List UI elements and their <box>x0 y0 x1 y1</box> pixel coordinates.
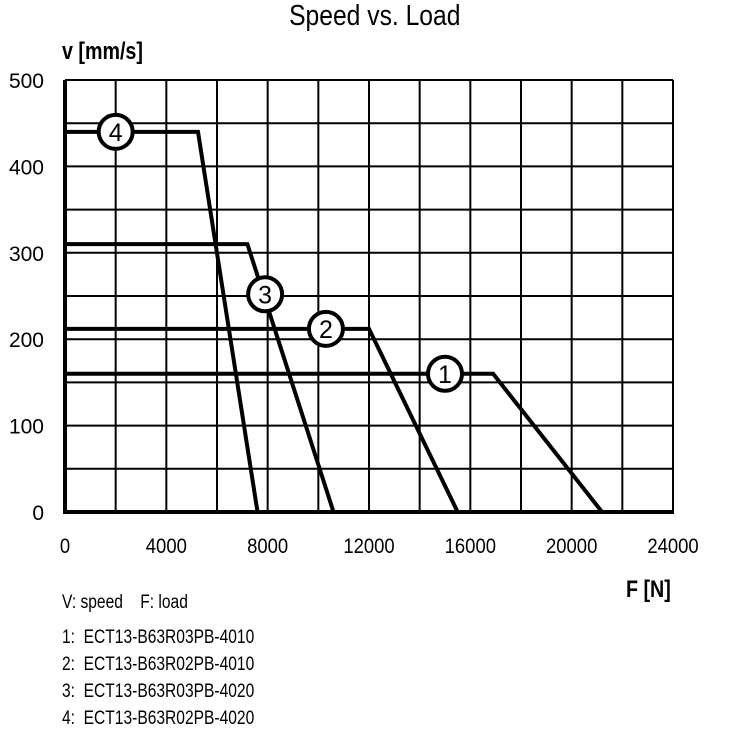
series-line-1 <box>65 371 604 514</box>
x-tick-label: 4000 <box>146 535 187 558</box>
legend-item-4: 4: ECT13-B63R02PB-4020 <box>62 708 255 729</box>
series-marker-4 <box>96 112 135 151</box>
y-tick-label: 400 <box>9 156 44 179</box>
series-label-2: 2 <box>319 316 333 344</box>
series-line-4 <box>65 129 260 513</box>
x-tick-label: 8000 <box>247 535 288 558</box>
legend-definitions: V: speed F: load <box>62 592 188 613</box>
x-tick-label: 16000 <box>445 535 496 558</box>
x-tick-label: 0 <box>60 535 70 558</box>
y-tick-label: 500 <box>9 70 44 93</box>
y-tick-label: 100 <box>9 416 44 439</box>
x-tick-label: 20000 <box>546 535 597 558</box>
series-label-3: 3 <box>258 281 272 309</box>
y-axis-label: v [mm/s] <box>62 38 143 65</box>
legend-item-3: 3: ECT13-B63R03PB-4020 <box>62 681 255 702</box>
chart-title: Speed vs. Load <box>289 0 461 32</box>
series-marker-3 <box>246 275 285 314</box>
series-line-2 <box>65 326 460 513</box>
y-tick-label: 200 <box>9 329 44 352</box>
series-label-4: 4 <box>109 119 123 147</box>
series-marker-2 <box>306 309 345 348</box>
series-marker-1 <box>426 354 464 393</box>
y-tick-label: 0 <box>32 502 44 525</box>
x-tick-label: 12000 <box>343 535 394 558</box>
series-line-3 <box>65 242 336 513</box>
series-label-1: 1 <box>438 361 452 389</box>
x-axis-label: F [N] <box>626 576 671 603</box>
legend-item-2: 2: ECT13-B63R02PB-4010 <box>62 654 255 675</box>
x-tick-label: 24000 <box>647 535 698 558</box>
y-tick-label: 300 <box>9 243 44 266</box>
legend: V: speed F: load 1: ECT13-B63R03PB-4010 … <box>62 590 296 732</box>
legend-item-1: 1: ECT13-B63R03PB-4010 <box>62 627 255 648</box>
